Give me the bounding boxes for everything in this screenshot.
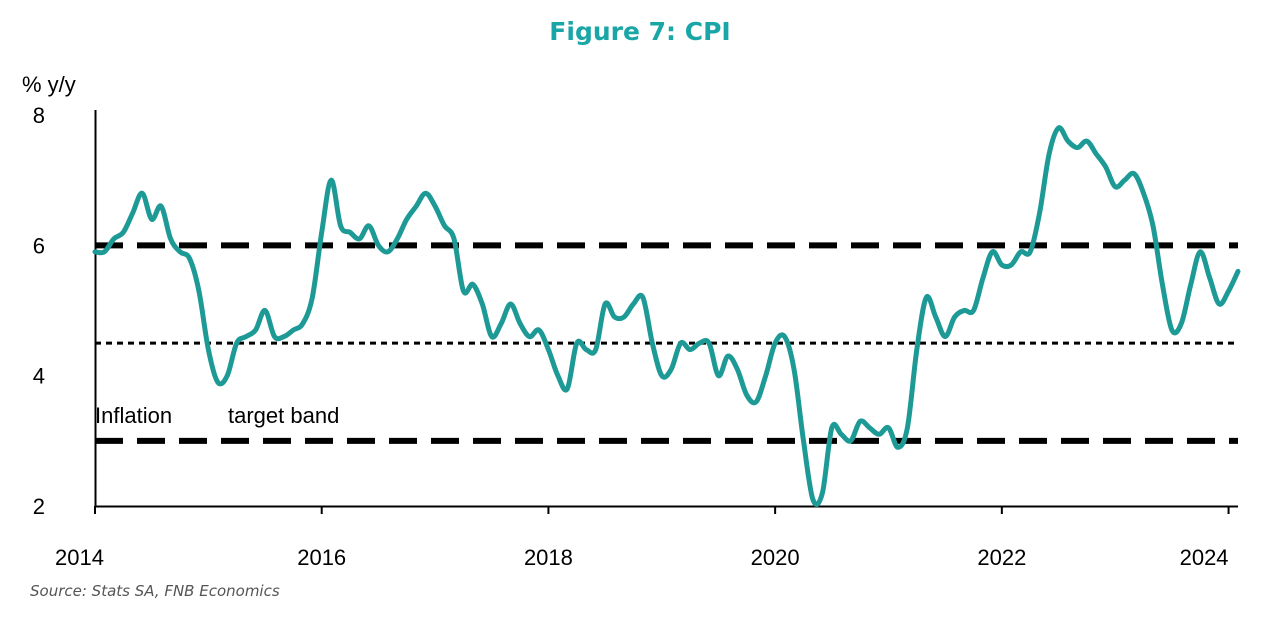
y-tick-label: 4 — [33, 364, 45, 389]
band-label-inflation: Inflation — [95, 403, 172, 428]
target-band-lines — [95, 242, 1238, 444]
x-tick-label: 2014 — [55, 545, 104, 570]
x-tick-label: 2022 — [977, 545, 1026, 570]
x-tick-label: 2024 — [1180, 545, 1229, 570]
x-tick-label: 2020 — [751, 545, 800, 570]
chart-title: Figure 7: CPI — [549, 17, 730, 46]
x-axis-ticks: 2014 2016 2018 2020 2022 2024 — [55, 545, 1229, 570]
x-tick-label: 2018 — [524, 545, 573, 570]
x-tick-label: 2016 — [297, 545, 346, 570]
y-tick-label: 2 — [33, 494, 45, 519]
cpi-series-line — [92, 125, 1241, 507]
x-axis-tick-marks — [94, 506, 1230, 514]
y-tick-label: 6 — [33, 233, 45, 258]
source-note: Source: Stats SA, FNB Economics — [30, 582, 280, 600]
y-axis-ticks: 2 4 6 8 — [33, 103, 45, 519]
band-label-target-band: target band — [228, 403, 339, 428]
y-tick-label: 8 — [33, 103, 45, 128]
y-axis-unit-label: % y/y — [22, 72, 76, 97]
